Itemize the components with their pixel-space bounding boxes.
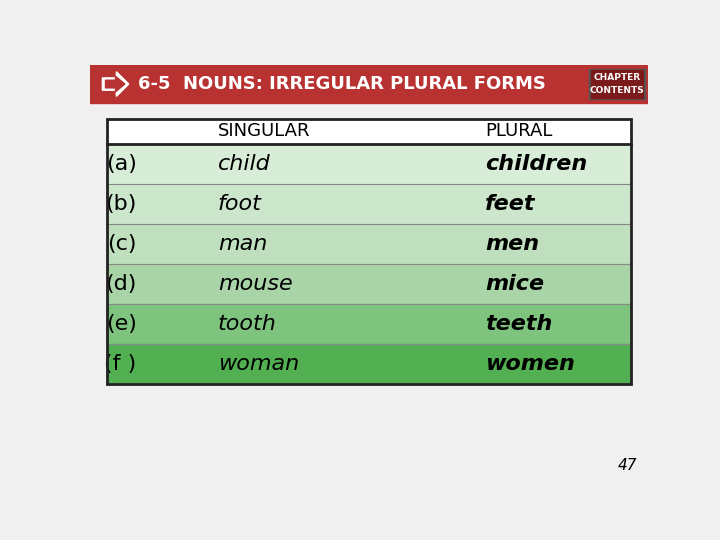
Text: 47: 47 [618, 458, 637, 473]
Bar [107, 264, 631, 304]
Bar [107, 144, 631, 184]
Text: women: women [485, 354, 575, 374]
Text: woman: woman [218, 354, 299, 374]
Bar [590, 70, 644, 98]
Text: (b): (b) [105, 194, 137, 214]
Bar [107, 184, 631, 224]
Text: mice: mice [485, 274, 544, 294]
Text: SINGULAR: SINGULAR [218, 123, 310, 140]
Text: man: man [218, 234, 267, 254]
Bar [107, 345, 631, 384]
Text: teeth: teeth [485, 314, 553, 334]
Text: 6-5  NOUNS: IRREGULAR PLURAL FORMS: 6-5 NOUNS: IRREGULAR PLURAL FORMS [138, 75, 546, 93]
Text: (d): (d) [105, 274, 137, 294]
Bar [107, 304, 631, 345]
Text: foot: foot [218, 194, 262, 214]
Bar [90, 65, 648, 103]
Bar [589, 69, 645, 99]
Text: men: men [485, 234, 539, 254]
Text: (e): (e) [106, 314, 137, 334]
Text: (f ): (f ) [104, 354, 137, 374]
Bar [107, 224, 631, 264]
Text: CHAPTER
CONTENTS: CHAPTER CONTENTS [590, 73, 644, 95]
Text: children: children [485, 154, 588, 174]
Bar [107, 119, 631, 384]
Text: feet: feet [485, 194, 536, 214]
Text: (a): (a) [106, 154, 137, 174]
Text: PLURAL: PLURAL [485, 123, 553, 140]
Bar [107, 119, 631, 144]
Polygon shape [106, 76, 125, 92]
Text: child: child [218, 154, 271, 174]
Text: (c): (c) [107, 234, 137, 254]
Text: tooth: tooth [218, 314, 276, 334]
Text: mouse: mouse [218, 274, 292, 294]
Polygon shape [102, 72, 129, 96]
